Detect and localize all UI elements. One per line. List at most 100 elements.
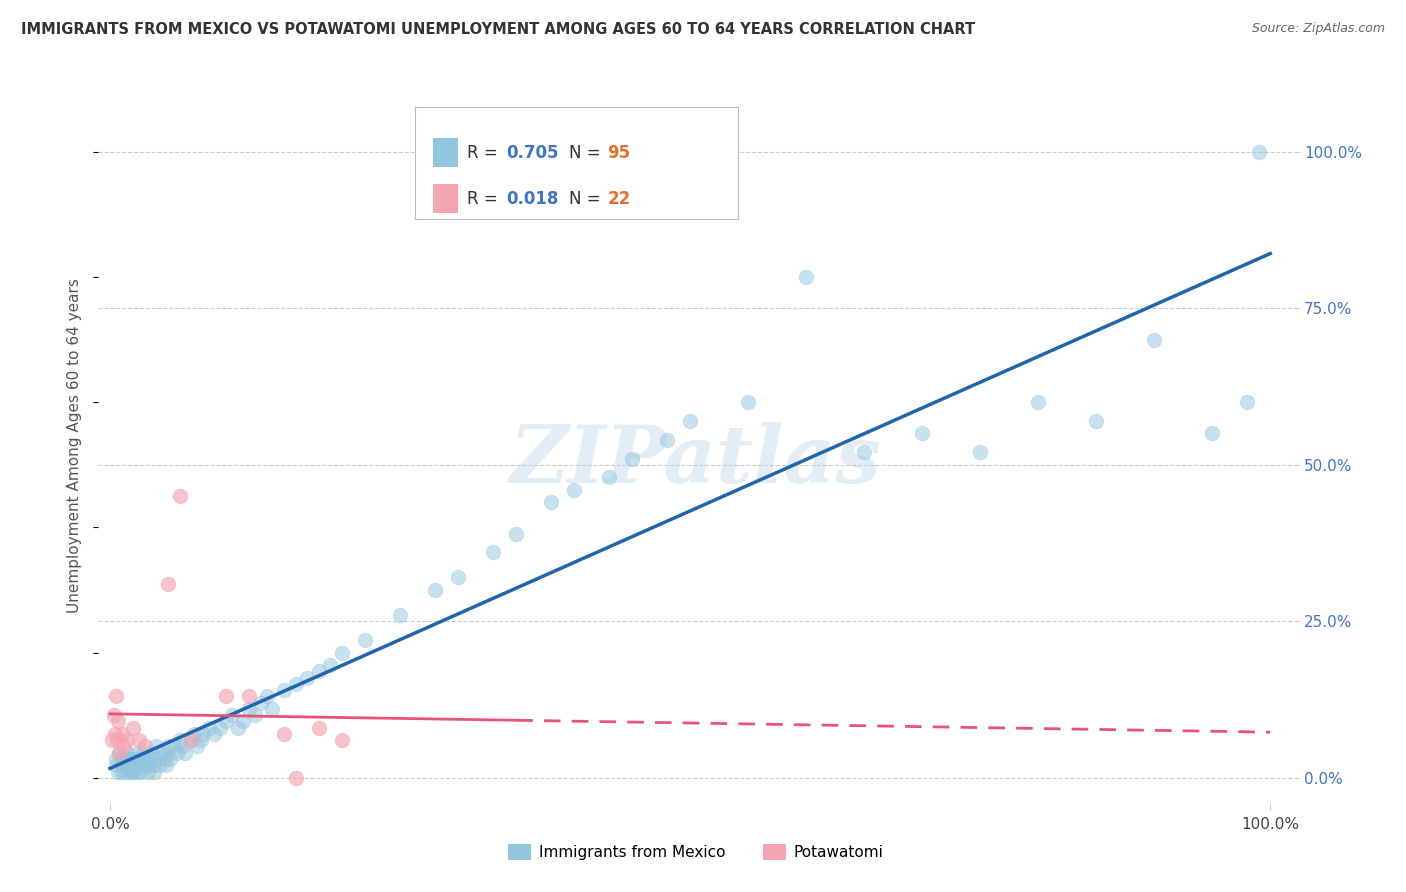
Point: [169, 733, 191, 747]
Point: [122, 758, 145, 772]
Point: [108, 746, 131, 760]
Point: [104, 727, 127, 741]
Point: [330, 733, 353, 747]
Point: [122, 764, 145, 779]
Point: [120, 758, 142, 772]
Point: [505, 526, 527, 541]
Point: [117, 752, 139, 766]
Text: R =: R =: [467, 190, 503, 208]
Point: [191, 727, 214, 741]
Point: [180, 733, 202, 747]
Point: [125, 746, 148, 760]
Point: [226, 721, 249, 735]
Point: [159, 752, 181, 766]
Point: [122, 721, 145, 735]
Point: [157, 576, 180, 591]
Point: [423, 582, 446, 597]
Point: [124, 758, 146, 772]
Point: [117, 758, 139, 772]
Point: [163, 739, 186, 754]
Point: [197, 721, 219, 735]
Point: [157, 739, 180, 754]
Point: [145, 752, 167, 766]
Point: [117, 746, 139, 760]
Text: 22: 22: [607, 190, 631, 208]
Point: [129, 764, 152, 779]
Point: [186, 739, 208, 754]
Point: [114, 764, 136, 779]
Text: N =: N =: [569, 190, 606, 208]
Point: [679, 414, 702, 428]
Point: [117, 764, 139, 779]
Text: 95: 95: [607, 144, 630, 161]
Legend: Immigrants from Mexico, Potawatomi: Immigrants from Mexico, Potawatomi: [502, 838, 890, 866]
Point: [737, 395, 759, 409]
Point: [131, 758, 153, 772]
Point: [145, 739, 167, 754]
Point: [169, 489, 191, 503]
Point: [111, 764, 134, 779]
Point: [150, 746, 173, 760]
Point: [204, 727, 226, 741]
Point: [1085, 414, 1108, 428]
Point: [155, 758, 177, 772]
Point: [128, 758, 150, 772]
Point: [108, 746, 131, 760]
Point: [112, 758, 135, 772]
Point: [447, 570, 470, 584]
Point: [134, 739, 156, 754]
Point: [308, 721, 330, 735]
Point: [297, 671, 319, 685]
Point: [308, 665, 330, 679]
Point: [148, 758, 170, 772]
Point: [853, 445, 876, 459]
Point: [911, 426, 934, 441]
Point: [128, 752, 150, 766]
Point: [170, 739, 193, 754]
Point: [139, 752, 162, 766]
Text: IMMIGRANTS FROM MEXICO VS POTAWATOMI UNEMPLOYMENT AMONG AGES 60 TO 64 YEARS CORR: IMMIGRANTS FROM MEXICO VS POTAWATOMI UNE…: [21, 22, 976, 37]
Point: [1143, 333, 1166, 347]
Point: [273, 727, 295, 741]
Point: [112, 739, 135, 754]
Point: [273, 683, 295, 698]
Point: [157, 746, 180, 760]
Point: [482, 545, 505, 559]
Point: [389, 607, 412, 622]
Point: [136, 764, 159, 779]
Point: [131, 746, 153, 760]
Point: [136, 758, 159, 772]
Point: [105, 733, 128, 747]
Point: [107, 764, 129, 779]
Point: [127, 764, 149, 779]
Point: [107, 714, 129, 729]
Point: [103, 708, 125, 723]
Point: [134, 758, 156, 772]
Point: [101, 733, 124, 747]
Point: [243, 708, 266, 723]
Point: [284, 677, 307, 691]
Point: [238, 702, 260, 716]
Point: [238, 690, 260, 704]
Point: [256, 690, 278, 704]
Point: [183, 727, 205, 741]
Point: [111, 758, 134, 772]
Point: [128, 733, 150, 747]
Point: [209, 721, 232, 735]
Point: [221, 708, 243, 723]
Point: [142, 758, 165, 772]
Point: [598, 470, 620, 484]
Point: [180, 733, 202, 747]
Point: [969, 445, 991, 459]
Text: N =: N =: [569, 144, 606, 161]
Point: [284, 771, 307, 785]
Point: [1026, 395, 1049, 409]
Point: [104, 752, 127, 766]
Point: [104, 758, 127, 772]
Point: [1236, 395, 1258, 409]
Point: [117, 733, 139, 747]
Point: [319, 658, 342, 673]
Text: ZIPatlas: ZIPatlas: [510, 422, 882, 499]
Point: [104, 690, 127, 704]
Point: [1247, 145, 1270, 159]
